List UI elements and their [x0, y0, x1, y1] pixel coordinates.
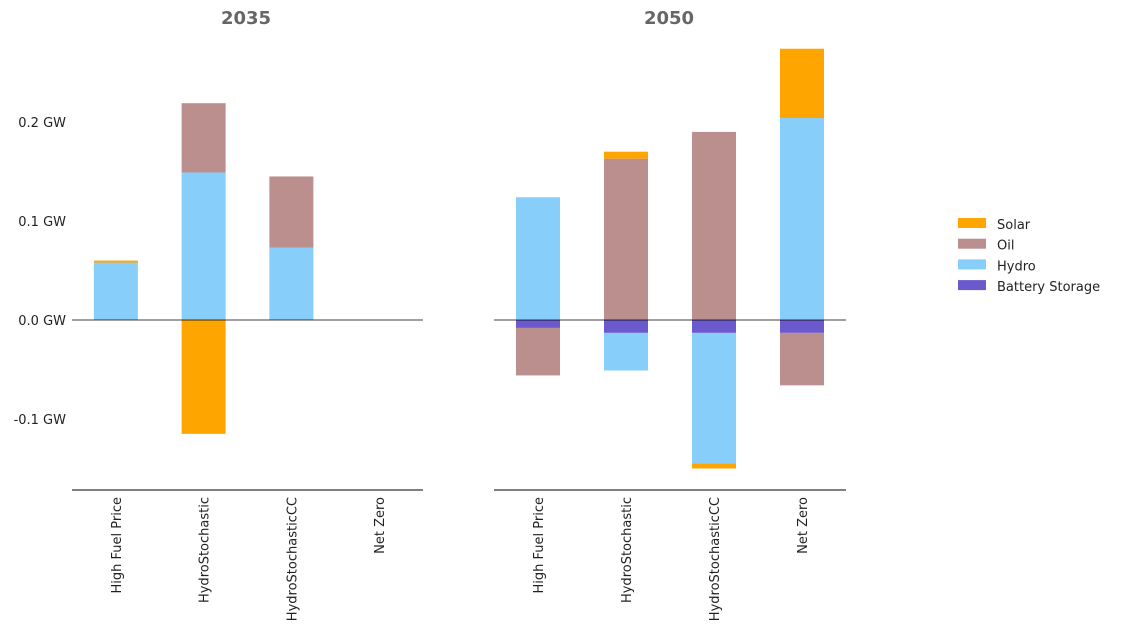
legend-label-hydro: Hydro	[997, 259, 1036, 274]
legend-swatch-battery-storage	[958, 280, 986, 291]
bar-2050-net-zero-oil	[780, 332, 824, 386]
bar-2050-hydrostochastic-solar	[604, 151, 648, 159]
bar-2050-high-fuel-price-hydro	[516, 197, 560, 320]
legend-label-oil: Oil	[997, 239, 1014, 254]
x-tick-label-2050-hydrostochasticcc: HydroStochasticCC	[708, 497, 723, 621]
legend-swatch-solar	[958, 218, 986, 228]
legend-label-battery-storage: Battery Storage	[997, 280, 1100, 295]
bar-2035-hydrostochastic-oil	[181, 103, 226, 173]
legend-swatch-hydro	[958, 259, 986, 270]
legend: Solar Oil Hydro Battery Storage	[958, 218, 1100, 295]
bar-2035-hydrostochastic-hydro	[181, 172, 226, 320]
bar-2050-net-zero-solar	[780, 48, 824, 119]
x-tick-label-2050-net-zero: Net Zero	[796, 497, 811, 554]
bar-2050-hydrostochasticcc-solar	[692, 463, 736, 469]
bar-2050-hydrostochastic-hydro	[604, 332, 648, 371]
bar-2050-hydrostochasticcc-oil	[692, 131, 736, 320]
bar-2050-hydrostochasticcc-hydro	[692, 332, 736, 464]
legend-swatch-oil	[958, 238, 986, 249]
x-tick-label-2035-high-fuel-price: High Fuel Price	[110, 497, 125, 593]
bar-2050-net-zero-hydro	[780, 118, 824, 320]
bar-2050-high-fuel-price-battery-storage	[516, 320, 560, 328]
y-tick-label-0-1-gw: -0.1 GW	[14, 413, 67, 428]
bar-2050-hydrostochastic-battery-storage	[604, 320, 648, 333]
x-tick-label-2050-hydrostochastic: HydroStochastic	[620, 497, 635, 603]
bar-2050-hydrostochasticcc-battery-storage	[692, 320, 736, 333]
x-tick-label-2035-hydrostochasticcc: HydroStochasticCC	[285, 497, 300, 621]
bar-2050-high-fuel-price-oil	[516, 327, 560, 376]
y-tick-label-0-2-gw: 0.2 GW	[18, 116, 66, 131]
bar-2035-high-fuel-price-solar	[93, 260, 138, 263]
bar-2050-hydrostochastic-oil	[604, 158, 648, 320]
x-tick-label-2035-net-zero: Net Zero	[373, 497, 388, 554]
y-tick-label-0-1-gw: 0.1 GW	[18, 215, 66, 230]
panel-title-2050: 2050	[644, 8, 694, 29]
bar-2035-hydrostochasticcc-oil	[269, 176, 314, 248]
x-tick-label-2035-hydrostochastic: HydroStochastic	[198, 497, 213, 603]
bar-2035-hydrostochastic-solar	[181, 320, 226, 434]
legend-label-solar: Solar	[997, 218, 1031, 233]
bar-2035-hydrostochasticcc-hydro	[269, 247, 314, 320]
bar-2050-net-zero-battery-storage	[780, 320, 824, 333]
x-tick-label-2050-high-fuel-price: High Fuel Price	[532, 497, 547, 593]
y-tick-label-0-0-gw: 0.0 GW	[18, 314, 66, 329]
bar-2035-high-fuel-price-hydro	[93, 262, 138, 320]
panel-title-2035: 2035	[221, 8, 271, 29]
